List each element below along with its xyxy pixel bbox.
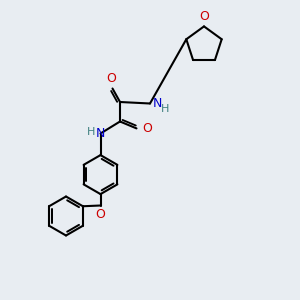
Text: O: O (106, 72, 116, 85)
Text: N: N (152, 97, 162, 110)
Text: O: O (199, 11, 209, 23)
Text: N: N (96, 127, 105, 140)
Text: H: H (161, 104, 169, 114)
Text: O: O (96, 208, 105, 221)
Text: H: H (87, 127, 96, 137)
Text: O: O (142, 122, 152, 135)
